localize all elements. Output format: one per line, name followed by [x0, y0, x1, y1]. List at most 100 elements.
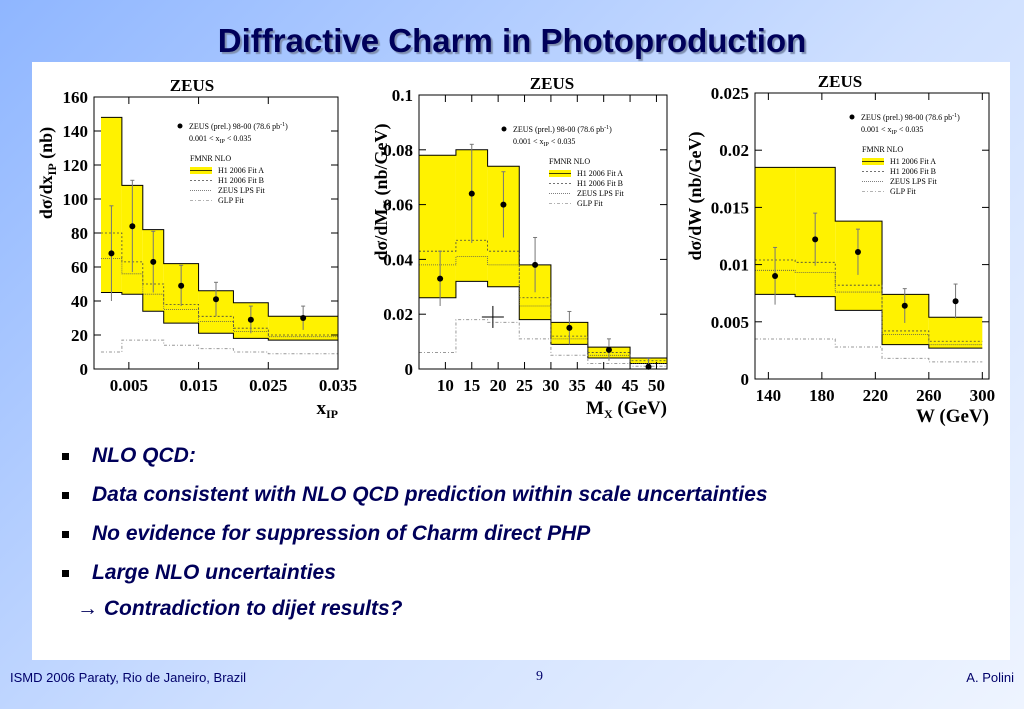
x-tick-label: 0.005: [110, 376, 148, 395]
x-axis-label-sub: X: [604, 407, 613, 421]
y-tick-label: 60: [71, 258, 88, 277]
experiment-label: ZEUS: [818, 72, 862, 91]
legend-cut-sub: IP: [892, 130, 898, 136]
x-axis-label-sub: IP: [326, 407, 338, 421]
bullet-list: NLO QCD: Data consistent with NLO QCD pr…: [62, 442, 992, 598]
footer-conference: ISMD 2006 Paraty, Rio de Janeiro, Brazil: [10, 670, 247, 685]
legend-entry-label: H1 2006 Fit A: [577, 169, 623, 178]
zeus-lps-fit-line: [100, 258, 338, 338]
data-point: [645, 363, 652, 370]
legend-data-marker: [177, 123, 183, 129]
bullet-item: NLO QCD:: [62, 442, 992, 481]
x-tick-label: 140: [756, 386, 782, 405]
legend-data-label: ZEUS (prel.) 98-00 (78.6 pb-1): [189, 122, 288, 131]
data-point: [437, 275, 444, 282]
legend-entry-label: ZEUS LPS Fit: [577, 189, 624, 198]
data-point: [566, 324, 573, 331]
chart-w: 0 0.005 0.01 0.015 0.02 0.025 140 180 220 260 300 Z…: [677, 62, 1010, 430]
experiment-label: ZEUS: [530, 74, 574, 93]
legend-data-text: ZEUS (prel.) 98-00 (78.6 pb: [189, 122, 280, 131]
y-tick-label: 0.04: [383, 250, 413, 269]
y-tick-label: 0.06: [383, 196, 413, 215]
x-axis-label: xIP: [317, 398, 339, 421]
y-axis-label: dσ/dMX (nb/GeV): [371, 124, 394, 261]
bullet-item: No evidence for suppression of Charm dir…: [62, 520, 992, 559]
x-tick-label: 15: [463, 376, 480, 395]
data-point: [247, 316, 254, 323]
data-point: [772, 273, 779, 280]
plot-frame: [754, 92, 990, 380]
x-axis-label-main: W (GeV): [916, 406, 989, 427]
chart-xip: 0 20 40 60 80 100 120 140 160 0.005 0.015 0.025 0.03…: [32, 62, 367, 430]
legend-cut-text-b: < 0.035: [897, 125, 924, 134]
y-tick-label: 40: [71, 292, 88, 311]
data-point: [178, 282, 185, 289]
bullet-text: Data consistent with NLO QCD prediction …: [92, 483, 768, 506]
data-point: [901, 302, 908, 309]
legend-data-sup: -1: [280, 122, 285, 128]
fit-b-line: [755, 259, 983, 342]
bullet-square-icon: [62, 570, 69, 577]
x-tick-label: 10: [437, 376, 454, 395]
legend-entry-label: H1 2006 Fit B: [890, 167, 936, 176]
y-tick-label: 0.015: [711, 198, 749, 217]
legend-entry-label: H1 2006 Fit B: [577, 179, 623, 188]
fit-a-band-bin: [928, 317, 983, 349]
fit-b-line: [100, 232, 338, 336]
data-point: [532, 261, 539, 268]
y-tick-label: 80: [71, 224, 88, 243]
content-panel: 0 20 40 60 80 100 120 140 160 0.005 0.015 0.025 0.03…: [32, 62, 1010, 660]
legend-entry-label: ZEUS LPS Fit: [890, 177, 937, 186]
legend-entry-label: ZEUS LPS Fit: [218, 186, 265, 195]
legend-data-sup: -1: [952, 113, 957, 119]
legend-data-marker: [849, 114, 855, 120]
legend-cut-text-b: < 0.035: [549, 137, 576, 146]
x-tick-label: 0.015: [179, 376, 217, 395]
legend-cut-text: 0.001 < x: [189, 134, 220, 143]
bullet-text: Large NLO uncertainties: [92, 561, 336, 584]
legend-data-label: ZEUS (prel.) 98-00 (78.6 pb-1): [513, 125, 612, 134]
y-tick-label: 0: [80, 360, 89, 379]
fit-a-high-line: [100, 116, 338, 317]
zeus-lps-fit-line: [419, 256, 667, 364]
conclusion-text: → Contradiction to dijet results?: [77, 597, 403, 620]
legend-entry-label: GLP Fit: [890, 187, 916, 196]
x-tick-label: 260: [916, 386, 942, 405]
bullet-square-icon: [62, 531, 69, 538]
y-axis-label-unit: (nb): [36, 127, 57, 164]
legend-data-close: ): [957, 113, 960, 122]
legend-entry-label: GLP Fit: [577, 199, 603, 208]
bullet-text: No evidence for suppression of Charm dir…: [92, 522, 591, 545]
legend-entry-label: H1 2006 Fit B: [218, 176, 264, 185]
fit-a-low-line: [755, 293, 983, 349]
y-tick-label: 0.005: [711, 313, 749, 332]
legend-cut-text: 0.001 < x: [861, 125, 892, 134]
glp-fit-line: [755, 338, 983, 363]
plot-frame: [418, 94, 668, 370]
y-tick-label: 160: [63, 88, 89, 107]
legend-data-label: ZEUS (prel.) 98-00 (78.6 pb-1): [861, 113, 960, 122]
footer-author: A. Polini: [966, 670, 1014, 685]
bullet-square-icon: [62, 492, 69, 499]
experiment-label: ZEUS: [170, 76, 214, 95]
y-tick-label: 0.08: [383, 141, 413, 160]
x-tick-label: 220: [863, 386, 889, 405]
x-tick-label: 35: [569, 376, 586, 395]
x-tick-label: 0.035: [319, 376, 357, 395]
legend-header: FMNR NLO: [862, 145, 903, 154]
x-axis-label: W (GeV): [916, 406, 989, 427]
y-tick-label: 100: [63, 190, 89, 209]
y-tick-label: 0.02: [719, 141, 749, 160]
data-point: [500, 201, 507, 208]
y-tick-label: 0.01: [719, 256, 749, 275]
y-tick-label: 140: [63, 122, 89, 141]
y-tick-label: 0: [405, 360, 414, 379]
y-tick-label: 0.1: [392, 86, 413, 105]
legend-entry-label: GLP Fit: [218, 196, 244, 205]
y-tick-label: 20: [71, 326, 88, 345]
fit-a-band-bin: [882, 294, 929, 345]
legend-header: FMNR NLO: [190, 154, 231, 163]
fit-b-line: [419, 239, 667, 362]
legend-data-text: ZEUS (prel.) 98-00 (78.6 pb: [861, 113, 952, 122]
legend-data-marker: [501, 126, 507, 132]
